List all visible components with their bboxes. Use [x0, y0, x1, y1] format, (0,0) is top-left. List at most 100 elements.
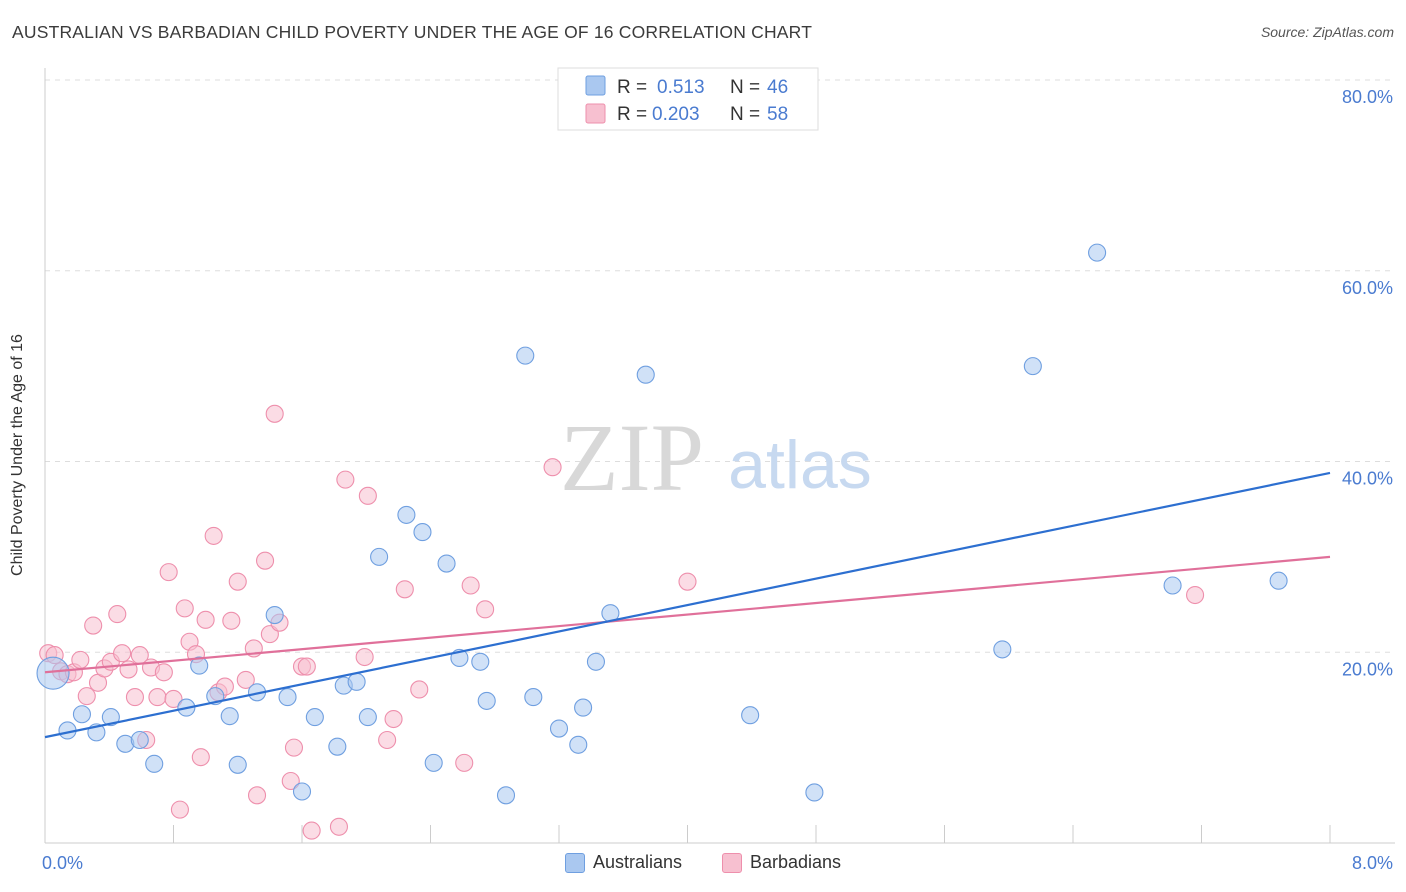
legend-r-label-australians: R = [617, 77, 647, 98]
barbadians-point-48[interactable] [358, 486, 377, 505]
y-tick-label-1: 40.0% [1342, 469, 1393, 489]
legend-n-label-barbadians: N = [730, 104, 760, 125]
australians-point-29[interactable] [477, 691, 496, 710]
australians-point-35[interactable] [574, 698, 593, 717]
australians-point-22[interactable] [370, 547, 389, 566]
australians-point-14[interactable] [265, 606, 284, 625]
bottom-legend-label-barbadians: Barbadians [749, 852, 842, 872]
barbadians-point-20[interactable] [159, 563, 178, 582]
australians-point-12[interactable] [228, 755, 247, 774]
australians-point-42[interactable] [1023, 357, 1042, 376]
australians-point-36[interactable] [586, 652, 605, 671]
bottom-legend-barbadians[interactable]: Barbadians [721, 852, 842, 873]
australians-point-25[interactable] [424, 753, 443, 772]
barbadians-point-18[interactable] [148, 688, 167, 707]
barbadians-point-35[interactable] [247, 786, 267, 805]
legend-swatch-barbadians [585, 103, 606, 124]
australians-point-23[interactable] [397, 505, 416, 524]
barbadians-point-19[interactable] [154, 663, 173, 682]
australians-point-20[interactable] [347, 672, 366, 691]
australians-point-30[interactable] [496, 786, 516, 805]
barbadians-point-57[interactable] [678, 572, 697, 591]
australians-points [36, 243, 1288, 805]
barbadians-point-45[interactable] [329, 817, 348, 836]
australians-point-18[interactable] [328, 737, 347, 756]
australians-point-39[interactable] [741, 706, 760, 725]
australians-point-32[interactable] [524, 688, 543, 707]
barbadians-point-55[interactable] [476, 600, 495, 619]
chart-source: Source: ZipAtlas.com [1260, 24, 1394, 40]
australians-point-0[interactable] [36, 656, 70, 690]
barbadians-point-7[interactable] [84, 616, 103, 635]
barbadians-trend-line [44, 555, 1331, 674]
barbadians-point-26[interactable] [191, 748, 210, 767]
australians-point-28[interactable] [471, 652, 490, 671]
australians-point-45[interactable] [1269, 571, 1288, 590]
bottom-legend: Australians Barbadians [0, 852, 1406, 873]
barbadians-point-52[interactable] [410, 680, 429, 699]
barbadians-point-58[interactable] [1186, 585, 1205, 605]
barbadians-point-27[interactable] [196, 610, 215, 629]
axes [44, 68, 1395, 844]
australians-point-16[interactable] [292, 782, 312, 801]
barbadians-point-23[interactable] [175, 599, 194, 618]
barbadians-point-50[interactable] [384, 709, 403, 729]
watermark-atlas: atlas [728, 427, 872, 503]
barbadians-point-11[interactable] [108, 605, 127, 624]
legend-n-label-australians: N = [730, 77, 760, 98]
australians-point-44[interactable] [1163, 576, 1182, 595]
australians-point-41[interactable] [993, 640, 1012, 659]
australians-point-33[interactable] [549, 719, 569, 738]
tick-labels: 20.0% 40.0% 60.0% 80.0% 0.0% 8.0% [42, 87, 1393, 873]
australians-point-26[interactable] [437, 554, 456, 573]
barbadians-point-49[interactable] [378, 730, 397, 750]
barbadians-point-54[interactable] [461, 576, 480, 595]
barbadians-point-41[interactable] [284, 738, 304, 757]
barbadians-point-36[interactable] [256, 551, 275, 570]
legend-swatch-australians [585, 75, 606, 96]
bottom-legend-australians[interactable]: Australians [564, 852, 682, 873]
barbadians-point-6[interactable] [77, 687, 96, 706]
barbadians-point-38[interactable] [265, 404, 284, 423]
barbadians-point-28[interactable] [204, 526, 223, 545]
australians-point-6[interactable] [130, 730, 149, 750]
bottom-legend-label-australians: Australians [592, 852, 682, 872]
barbadians-point-31[interactable] [222, 611, 241, 630]
barbadians-point-22[interactable] [170, 800, 189, 819]
australians-point-34[interactable] [569, 735, 588, 754]
barbadians-point-5[interactable] [71, 650, 90, 669]
australians-point-11[interactable] [220, 707, 239, 726]
barbadians-point-43[interactable] [297, 657, 316, 676]
australians-point-17[interactable] [305, 708, 324, 727]
barbadians-point-12[interactable] [113, 644, 132, 663]
bottom-legend-swatch-barbadians [721, 852, 742, 873]
barbadians-point-56[interactable] [543, 458, 562, 477]
barbadians-point-44[interactable] [302, 821, 321, 840]
trend-lines [44, 471, 1331, 739]
australians-point-38[interactable] [636, 365, 655, 384]
barbadians-point-40[interactable] [281, 771, 300, 791]
barbadians-point-53[interactable] [455, 753, 474, 772]
australians-point-9[interactable] [190, 656, 209, 675]
chart-title: AUSTRALIAN VS BARBADIAN CHILD POVERTY UN… [12, 22, 813, 42]
australians-point-24[interactable] [413, 523, 432, 542]
barbadians-point-14[interactable] [125, 688, 144, 707]
australians-point-4[interactable] [101, 708, 120, 727]
australians-point-15[interactable] [278, 688, 297, 707]
barbadians-point-51[interactable] [395, 580, 414, 599]
x-tick-label-0: 0.0% [42, 853, 83, 873]
barbadians-point-32[interactable] [228, 572, 247, 591]
barbadians-point-46[interactable] [336, 470, 355, 489]
barbadians-point-33[interactable] [236, 670, 255, 689]
australians-point-40[interactable] [805, 783, 824, 802]
y-tick-label-2: 60.0% [1342, 278, 1393, 298]
legend-box: R = 0.513 N = 46 R = 0.203 N = 58 [557, 67, 819, 131]
legend-n-value-australians: 46 [767, 77, 788, 98]
australians-point-2[interactable] [72, 705, 91, 724]
australians-point-31[interactable] [516, 346, 535, 365]
australians-point-43[interactable] [1088, 243, 1107, 262]
australians-point-21[interactable] [358, 708, 377, 727]
barbadians-point-47[interactable] [355, 647, 374, 667]
australians-point-7[interactable] [145, 754, 164, 773]
barbadians-point-21[interactable] [164, 689, 183, 709]
